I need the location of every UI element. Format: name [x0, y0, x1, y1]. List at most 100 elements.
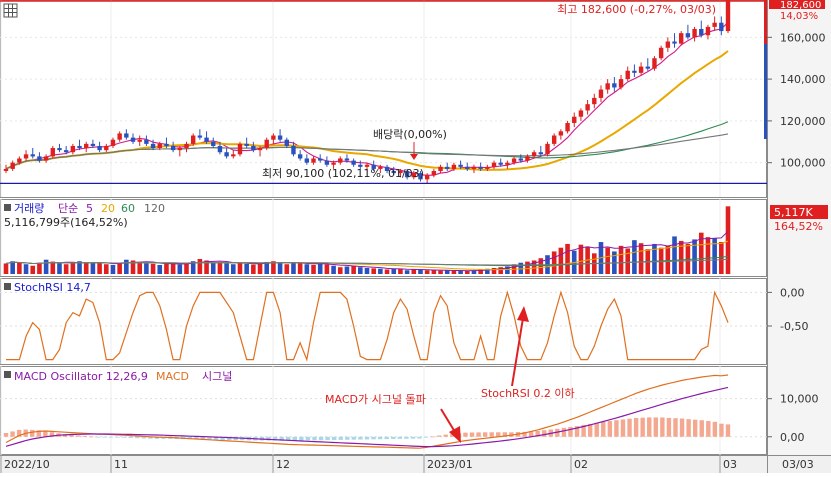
candle-body — [632, 70, 637, 73]
chart-grid-icon[interactable] — [3, 3, 18, 18]
volume-bar — [358, 267, 363, 274]
candle-body — [297, 154, 303, 159]
volume-bar — [518, 262, 524, 274]
candle-body — [164, 143, 169, 146]
macd-oscillator-bar — [587, 423, 593, 437]
volume-bar — [531, 260, 537, 274]
candle-body — [679, 33, 684, 44]
macd-oscillator-bar — [89, 436, 94, 438]
candle-body — [157, 143, 162, 149]
volume-bar — [471, 270, 477, 274]
macd-oscillator-bar — [213, 436, 219, 440]
macd-oscillator-bar — [358, 436, 363, 440]
macd-oscillator-bar — [121, 436, 127, 438]
candle-body — [150, 143, 156, 149]
volume-bar — [224, 263, 229, 274]
macd-oscillator-bar — [594, 422, 599, 437]
volume-bar — [90, 262, 96, 274]
stoch-rsi-axis: 0,00 -0,50 — [767, 286, 808, 333]
candle-body — [438, 166, 443, 172]
candle-body — [612, 83, 617, 88]
volume-bar — [63, 264, 69, 274]
macd-oscillator-bar — [226, 436, 232, 441]
volume-bar — [378, 268, 383, 274]
volume-legend-ma60: 60 — [121, 202, 135, 215]
candle-body — [485, 166, 490, 169]
macd-oscillator-bar — [561, 427, 567, 437]
candle-body — [692, 28, 697, 38]
price-badge-last: 182,600 — [780, 0, 821, 11]
macd-oscillator-bar — [568, 426, 573, 437]
volume-badges: 5,117K 164,52% — [770, 205, 828, 233]
macd-oscillator-bar — [200, 436, 206, 440]
x-tick-label: 2023/01 — [427, 458, 473, 471]
macd-oscillator-bar — [128, 436, 133, 438]
candle-body — [284, 139, 289, 146]
price-badges: 182,600 14,03% — [764, 0, 825, 139]
candle-body — [451, 164, 457, 169]
volume-bar — [337, 267, 343, 274]
macd-oscillator-bar — [312, 436, 317, 441]
volume-bar — [264, 261, 270, 274]
volume-bar — [17, 262, 22, 274]
candle-body — [505, 162, 510, 165]
candle-body — [358, 164, 363, 167]
macd-oscillator-bar — [528, 431, 534, 437]
rsi-tick-label: -0,50 — [780, 320, 808, 333]
macd-oscillator-bar — [542, 430, 547, 437]
candle-body — [605, 83, 610, 90]
macd-oscillator-bar — [679, 418, 685, 437]
x-tick-label: 03/03 — [782, 458, 814, 471]
candle-body — [104, 145, 109, 151]
macd-oscillator-bar — [423, 436, 429, 438]
candle-body — [558, 131, 564, 136]
macd-oscillator-bar — [318, 436, 324, 441]
volume-legend-title: 거래량 — [14, 202, 44, 215]
candle-body — [705, 26, 711, 36]
macd-legend-signal: 시그널 — [202, 370, 232, 383]
candle-body — [30, 154, 35, 157]
candle-body — [498, 162, 503, 165]
macd-oscillator-bar — [292, 436, 297, 441]
volume-bar — [210, 262, 216, 274]
low-annotation: 최저 90,100 (102,11%, 01/03) — [262, 167, 424, 180]
volume-bar — [311, 264, 316, 274]
macd-series-line — [5, 374, 729, 449]
macd-oscillator-bar — [36, 430, 42, 437]
macd-oscillator-bar — [725, 424, 731, 437]
macd-oscillator-bar — [108, 436, 114, 438]
candle-body — [398, 171, 403, 174]
volume-bar — [478, 269, 483, 274]
macd-oscillator-bar — [141, 436, 147, 439]
volume-legend-type: 단순 — [58, 202, 78, 215]
volume-bar — [364, 267, 370, 274]
volume-bar — [150, 263, 156, 274]
volume-bar — [384, 269, 390, 274]
candle-body — [565, 122, 570, 132]
candle-body — [237, 143, 243, 155]
candle-body — [257, 148, 263, 151]
volume-bar — [625, 248, 631, 274]
volume-bar — [291, 262, 296, 274]
volume-bar — [57, 263, 62, 274]
volume-bar — [351, 265, 356, 274]
macd-tick-label: 0,00 — [780, 431, 805, 444]
volume-bar — [491, 267, 497, 274]
volume-bar — [217, 261, 223, 274]
volume-bar — [164, 262, 169, 274]
macd-arrow — [440, 408, 461, 443]
volume-bar — [618, 245, 624, 274]
macd-oscillator-bar — [437, 435, 442, 437]
volume-bar — [551, 251, 557, 274]
macd-oscillator-bar — [489, 432, 494, 437]
macd-oscillator-bar — [16, 429, 22, 437]
macd-oscillator-bar — [266, 436, 271, 441]
volume-bar — [30, 265, 36, 274]
macd-oscillator-bar — [102, 436, 107, 438]
candle-body — [391, 171, 396, 174]
macd-oscillator-bar — [620, 419, 626, 437]
volume-bar — [204, 260, 209, 274]
macd-oscillator-bar — [653, 417, 658, 437]
candle-body — [137, 139, 142, 142]
